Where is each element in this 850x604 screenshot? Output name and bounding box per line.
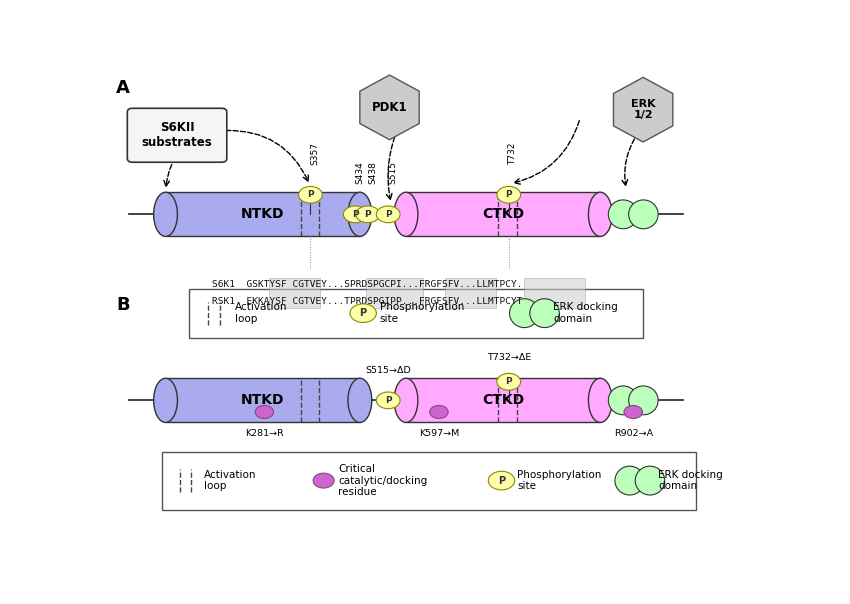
Circle shape [624, 405, 643, 419]
Text: NTKD: NTKD [241, 207, 285, 221]
Text: Phosphorylation
site: Phosphorylation site [380, 303, 464, 324]
Text: T732: T732 [508, 143, 517, 165]
Ellipse shape [615, 466, 644, 495]
Ellipse shape [609, 200, 638, 229]
Ellipse shape [154, 192, 178, 236]
Text: B: B [116, 296, 130, 313]
Text: PDK1: PDK1 [371, 101, 407, 114]
FancyBboxPatch shape [406, 192, 600, 236]
Text: A: A [116, 80, 130, 97]
Ellipse shape [530, 299, 559, 327]
Ellipse shape [348, 192, 371, 236]
FancyBboxPatch shape [269, 278, 320, 308]
Text: P: P [498, 475, 505, 486]
Text: K281→R: K281→R [245, 429, 284, 438]
Text: P: P [365, 210, 371, 219]
FancyBboxPatch shape [166, 378, 360, 422]
Text: K597→M: K597→M [419, 429, 459, 438]
Text: P: P [352, 210, 359, 219]
Text: NTKD: NTKD [241, 393, 285, 407]
FancyBboxPatch shape [189, 289, 643, 338]
FancyBboxPatch shape [366, 278, 423, 308]
FancyBboxPatch shape [524, 278, 585, 308]
Text: S6KII
substrates: S6KII substrates [142, 121, 212, 149]
Ellipse shape [154, 378, 178, 422]
Circle shape [497, 187, 520, 203]
Circle shape [497, 373, 520, 390]
Text: S357: S357 [310, 143, 319, 165]
Text: P: P [506, 378, 512, 387]
Text: Critical
catalytic/docking
residue: Critical catalytic/docking residue [338, 464, 428, 497]
Text: Phosphorylation
site: Phosphorylation site [518, 470, 602, 492]
Text: ERK docking
domain: ERK docking domain [658, 470, 723, 492]
Ellipse shape [394, 192, 418, 236]
Text: P: P [360, 308, 366, 318]
Text: P: P [385, 210, 392, 219]
Ellipse shape [609, 386, 638, 415]
Text: P: P [385, 396, 392, 405]
Ellipse shape [509, 299, 539, 327]
Text: ERK
1/2: ERK 1/2 [631, 99, 655, 120]
Text: Activation
loop: Activation loop [204, 470, 256, 492]
Ellipse shape [348, 378, 371, 422]
Ellipse shape [588, 192, 612, 236]
Circle shape [377, 206, 400, 223]
Circle shape [356, 206, 380, 223]
Text: S515→ΔD: S515→ΔD [366, 366, 411, 374]
Polygon shape [614, 77, 673, 142]
Circle shape [343, 206, 367, 223]
Ellipse shape [635, 466, 665, 495]
Text: R902→A: R902→A [614, 429, 653, 438]
Text: P: P [506, 190, 512, 199]
Text: ERK docking
domain: ERK docking domain [552, 303, 618, 324]
Text: T732→ΔE: T732→ΔE [486, 353, 531, 362]
Polygon shape [360, 75, 419, 140]
Ellipse shape [394, 378, 418, 422]
Ellipse shape [629, 386, 658, 415]
Text: P: P [307, 190, 314, 199]
Text: CTKD: CTKD [482, 207, 524, 221]
Ellipse shape [588, 378, 612, 422]
Circle shape [255, 405, 274, 419]
Text: Activation
loop: Activation loop [235, 303, 287, 324]
Text: S434: S434 [355, 161, 365, 184]
Text: RSK1  EKKAYSF CGTVEY...TPRDSPGIPP...FRGFSFV...LLMTPCYT: RSK1 EKKAYSF CGTVEY...TPRDSPGIPP...FRGFS… [212, 297, 522, 306]
Text: CTKD: CTKD [482, 393, 524, 407]
Text: S515: S515 [388, 161, 397, 184]
FancyBboxPatch shape [162, 452, 696, 510]
Circle shape [430, 405, 448, 419]
Circle shape [313, 473, 334, 488]
FancyBboxPatch shape [166, 192, 360, 236]
FancyBboxPatch shape [445, 278, 496, 308]
Ellipse shape [629, 200, 658, 229]
Circle shape [377, 392, 400, 409]
FancyBboxPatch shape [128, 108, 227, 162]
Circle shape [488, 471, 514, 490]
Circle shape [350, 304, 377, 323]
Text: S438: S438 [368, 161, 377, 184]
Circle shape [298, 187, 322, 203]
FancyBboxPatch shape [406, 378, 600, 422]
Text: S6K1  GSKTYSF CGTVEY...SPRDSPGCPI...FRGFSFV...LLMTPCY.: S6K1 GSKTYSF CGTVEY...SPRDSPGCPI...FRGFS… [212, 280, 522, 289]
